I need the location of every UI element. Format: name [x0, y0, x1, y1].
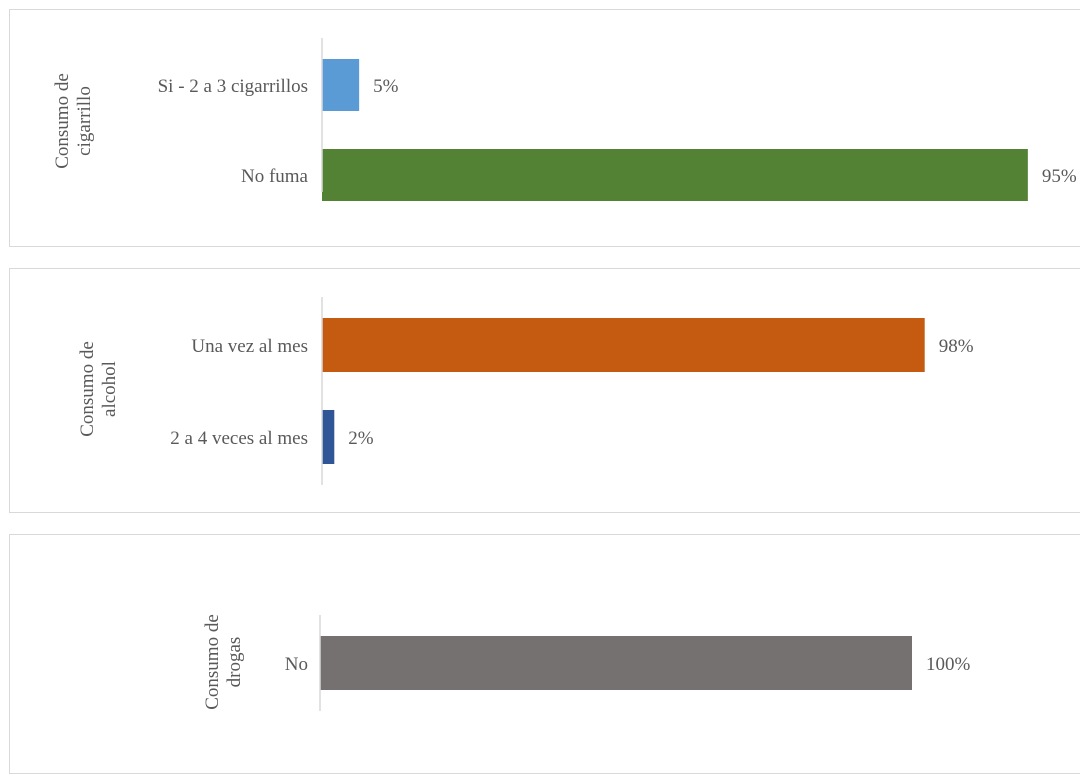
group-title: Consumo decigarrillo	[52, 73, 95, 169]
chart-alcohol: Consumo dealcohol Una vez al mes 98% 2 a 4 …	[77, 297, 974, 485]
bar	[322, 318, 925, 372]
chart-drogas: Consumo dedrogas No 100%	[202, 614, 971, 711]
category-label: 2 a 4 veces al mes	[170, 428, 308, 449]
group-title: Consumo dedrogas	[202, 614, 245, 710]
value-label: 95%	[1042, 166, 1077, 187]
value-label: 98%	[939, 336, 974, 357]
value-label: 5%	[373, 76, 399, 97]
bar	[322, 410, 335, 464]
chart-panel-drogas: Consumo dedrogas No 100%	[9, 534, 1080, 774]
chart-cigarrillo: Consumo decigarrillo Si - 2 a 3 cigarrill…	[52, 38, 1077, 201]
chart-panel-alcohol: Consumo dealcohol Una vez al mes 98% 2 a 4 …	[9, 268, 1080, 513]
chart-panel-cigarrillo: Consumo decigarrillo Si - 2 a 3 cigarrill…	[9, 9, 1080, 247]
bar	[322, 149, 1028, 201]
group-title-line: Consumo de	[52, 73, 73, 169]
category-label: Si - 2 a 3 cigarrillos	[158, 76, 308, 97]
value-label: 2%	[348, 428, 374, 449]
group-title-line: cigarrillo	[74, 86, 95, 156]
category-label: Una vez al mes	[191, 336, 308, 357]
group-title-line: drogas	[224, 637, 245, 688]
category-label: No fuma	[241, 166, 309, 187]
category-label: No	[285, 654, 308, 675]
group-title-line: alcohol	[99, 361, 120, 417]
group-title: Consumo dealcohol	[77, 341, 120, 437]
bar	[322, 59, 360, 111]
value-label: 100%	[926, 654, 971, 675]
group-title-line: Consumo de	[202, 614, 223, 710]
group-title-line: Consumo de	[77, 341, 98, 437]
bar	[320, 636, 912, 690]
